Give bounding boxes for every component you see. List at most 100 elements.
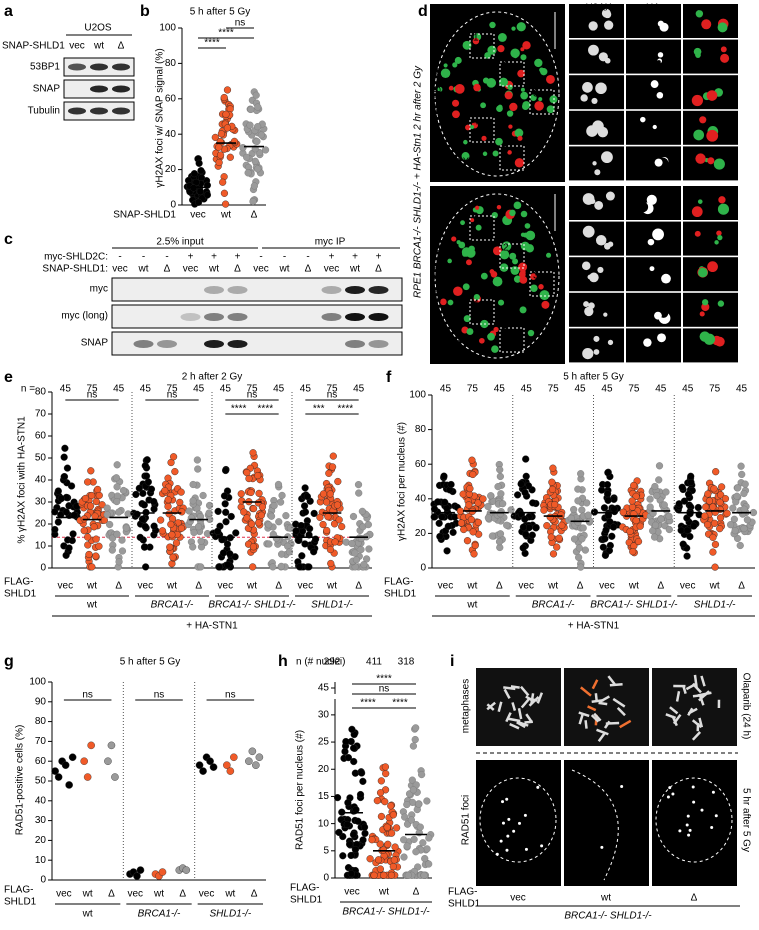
- y-tick-label: 15: [318, 791, 330, 802]
- chromosome: [698, 717, 704, 728]
- chromosome: [486, 701, 496, 711]
- sig-label: ****: [392, 698, 408, 709]
- data-dot: [387, 802, 395, 810]
- data-dot: [600, 504, 609, 512]
- label: + HA-STN1: [568, 621, 620, 632]
- chromosome: [506, 717, 521, 723]
- y-label: γH2AX foci w/ SNAP signal (%): [155, 48, 166, 187]
- data-dot: [590, 508, 599, 516]
- data-dot: [250, 182, 258, 190]
- chromosome: [698, 690, 710, 702]
- inset: [626, 39, 681, 74]
- focus: [695, 153, 706, 164]
- label: 2: [503, 243, 509, 254]
- nucleus-outline: [655, 777, 733, 863]
- chromosome: [509, 722, 520, 730]
- blot-band: [204, 340, 224, 348]
- blot-band: [112, 85, 130, 93]
- y-tick-label: 70: [35, 736, 47, 747]
- data-dot: [630, 481, 638, 490]
- focus: [591, 97, 598, 105]
- data-dot: [496, 472, 504, 481]
- focus: [656, 60, 661, 65]
- chromosome: [528, 695, 540, 707]
- x-tick-label: vec: [344, 887, 360, 898]
- sig-label: ***: [313, 404, 325, 415]
- chromosome: [536, 692, 544, 704]
- focus: [443, 63, 448, 68]
- data-dot: [255, 489, 263, 497]
- focus: [588, 44, 599, 56]
- focus: [599, 55, 606, 61]
- y-tick-label: 20: [415, 528, 427, 539]
- label: SHLD1: [384, 589, 417, 600]
- data-dot: [138, 515, 147, 523]
- data-dot: [301, 508, 310, 516]
- x-tick-label: vec: [127, 889, 143, 900]
- focus: [699, 311, 705, 317]
- data-dot: [348, 539, 356, 548]
- blot: [111, 304, 403, 329]
- data-dot: [270, 502, 278, 510]
- label: 45: [521, 384, 533, 395]
- data-dot: [546, 513, 554, 521]
- focus: [686, 814, 690, 818]
- data-dot: [749, 508, 758, 517]
- blot-band: [321, 313, 342, 321]
- nucleus-outline: [434, 193, 560, 359]
- data-dot: [193, 456, 201, 464]
- data-dot: [657, 515, 665, 523]
- focus: [600, 131, 606, 137]
- data-dot: [150, 497, 158, 506]
- data-dot: [358, 769, 366, 777]
- data-dot: [254, 471, 262, 480]
- data-dot: [92, 535, 100, 543]
- label: vec: [112, 264, 128, 275]
- chromosome: [486, 703, 495, 711]
- label: Δ: [234, 264, 241, 275]
- inset: [683, 39, 738, 74]
- data-dot: [653, 492, 661, 500]
- inset-box: [499, 243, 525, 269]
- data-dot: [141, 543, 149, 551]
- data-dot: [249, 505, 258, 513]
- data-dot: [726, 521, 735, 529]
- label: Δ: [118, 41, 125, 52]
- data-dot: [354, 481, 363, 489]
- y-tick-label: 40: [35, 475, 47, 486]
- focus: [463, 315, 471, 323]
- x-tick-label: vec: [298, 581, 314, 592]
- data-dot: [583, 499, 591, 507]
- data-dot: [370, 871, 378, 879]
- y-tick-label: 60: [35, 756, 47, 767]
- data-dot: [632, 492, 640, 500]
- data-dot: [718, 483, 726, 491]
- data-dot: [185, 507, 193, 515]
- data-dot: [575, 544, 583, 552]
- data-dot: [471, 541, 479, 550]
- focus: [691, 94, 703, 107]
- data-dot: [209, 763, 218, 771]
- blot-band: [227, 286, 248, 294]
- data-dot: [410, 835, 418, 843]
- data-dot: [357, 534, 366, 543]
- data-dot: [319, 520, 327, 529]
- data-dot: [333, 501, 342, 509]
- focus: [463, 139, 468, 145]
- data-dot: [227, 512, 235, 521]
- focus: [710, 826, 714, 830]
- data-dot: [403, 842, 411, 850]
- y-tick-label: 50: [35, 453, 47, 464]
- data-dot: [331, 538, 339, 546]
- focus: [620, 784, 624, 788]
- micrograph: [430, 186, 565, 364]
- data-dot: [343, 820, 351, 829]
- data-dot: [342, 737, 350, 746]
- inset: [683, 328, 738, 363]
- y-tick-label: 80: [35, 387, 47, 398]
- data-dot: [430, 505, 439, 513]
- data-dot: [678, 483, 686, 491]
- sig-label: ns: [379, 684, 390, 695]
- data-dot: [113, 530, 121, 538]
- data-dot: [684, 490, 693, 498]
